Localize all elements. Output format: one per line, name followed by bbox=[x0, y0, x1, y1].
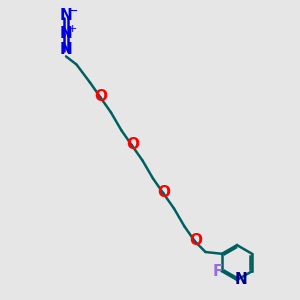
Text: N: N bbox=[235, 272, 247, 287]
Text: N: N bbox=[60, 26, 72, 40]
Text: F: F bbox=[212, 264, 223, 279]
Text: +: + bbox=[68, 23, 77, 34]
Text: O: O bbox=[126, 137, 139, 152]
Text: N: N bbox=[60, 8, 72, 23]
Text: O: O bbox=[94, 89, 108, 104]
Text: N: N bbox=[60, 42, 72, 57]
Text: −: − bbox=[68, 5, 78, 18]
Text: O: O bbox=[189, 233, 202, 248]
Text: O: O bbox=[158, 185, 171, 200]
